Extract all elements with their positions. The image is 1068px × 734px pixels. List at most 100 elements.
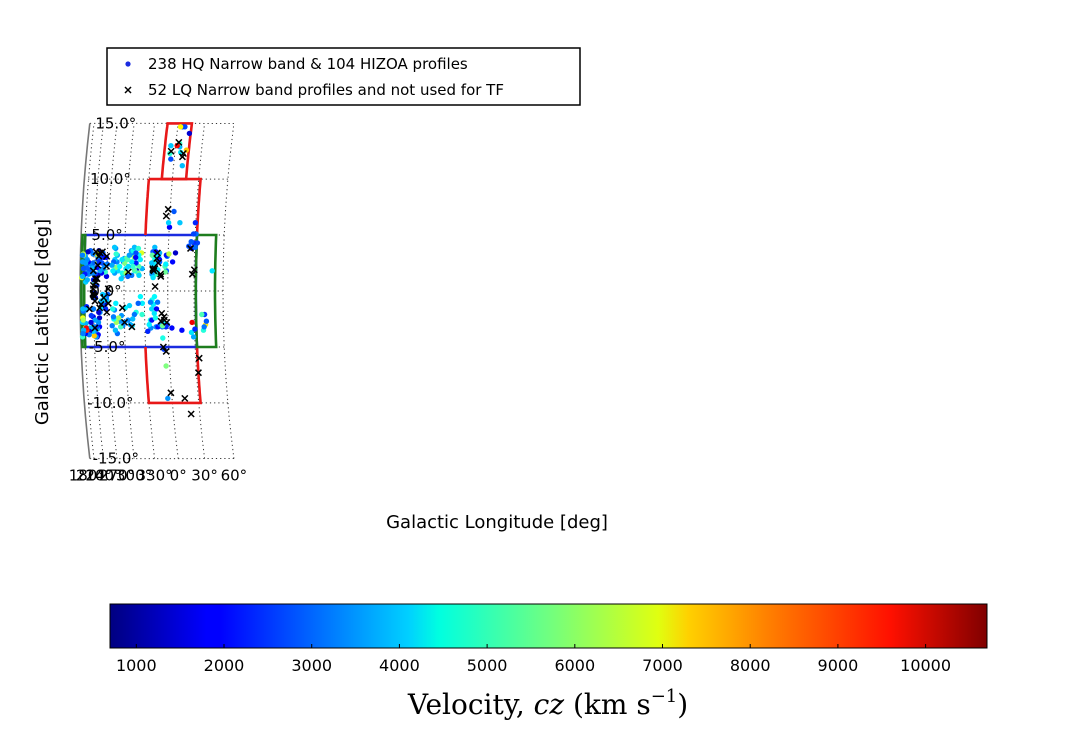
hq-point <box>167 225 172 230</box>
legend-entry-lq: 52 LQ Narrow band profiles and not used … <box>148 81 504 99</box>
y-axis-label: Galactic Latitude [deg] <box>32 219 53 425</box>
hq-point <box>149 306 154 311</box>
hq-point <box>169 325 174 330</box>
hq-point <box>130 264 135 269</box>
hq-point <box>80 274 85 279</box>
lq-cross <box>182 395 188 401</box>
colorbar-tick-label: 2000 <box>204 656 245 675</box>
lq-cross <box>163 213 169 219</box>
hq-point <box>130 316 135 321</box>
hq-point <box>187 131 192 136</box>
hq-point <box>180 163 185 168</box>
colorbar-label: Velocity, cz (km s−1) <box>407 686 688 721</box>
colorbar-tick-label: 10000 <box>900 656 951 675</box>
colorbar-tick-label: 6000 <box>554 656 595 675</box>
legend-dot-marker <box>125 61 130 66</box>
hq-point <box>204 319 209 324</box>
colorbar-tick-label: 7000 <box>642 656 683 675</box>
legend-entry-hq: 238 HQ Narrow band & 104 HIZOA profiles <box>148 55 468 73</box>
colorbar-label-var: cz <box>534 688 565 721</box>
hq-point <box>80 306 85 311</box>
hq-point <box>136 273 141 278</box>
hq-point <box>110 268 115 273</box>
hq-point <box>110 323 115 328</box>
colorbar-tick-label: 4000 <box>379 656 420 675</box>
hq-point <box>170 259 175 264</box>
hq-point <box>150 275 155 280</box>
hq-point <box>139 312 144 317</box>
colorbar-gradient <box>110 604 987 648</box>
colorbar-tick-label: 8000 <box>730 656 771 675</box>
hq-point <box>136 246 141 251</box>
hq-point <box>171 209 176 214</box>
hq-point <box>148 300 153 305</box>
legend: 238 HQ Narrow band & 104 HIZOA profiles … <box>107 48 580 105</box>
hq-point <box>85 277 90 282</box>
hq-point <box>81 317 86 322</box>
hq-point <box>191 231 196 236</box>
hq-point <box>80 259 85 264</box>
meridian-line <box>144 123 154 458</box>
hq-point <box>192 326 197 331</box>
hq-point <box>88 320 93 325</box>
hq-point <box>166 220 171 225</box>
hq-point <box>112 245 117 250</box>
y-tick-label: 5.0° <box>91 226 122 244</box>
hq-point <box>179 328 184 333</box>
y-tick-label: 10.0° <box>90 170 131 188</box>
hq-point <box>133 255 138 260</box>
colorbar-tick-label: 5000 <box>467 656 508 675</box>
x-tick-label: 60° <box>221 467 248 485</box>
hq-point <box>153 315 158 320</box>
hq-point <box>138 294 143 299</box>
hq-point <box>113 301 118 306</box>
colorbar-label-close: ) <box>677 688 688 721</box>
x-tick-label: 30° <box>191 467 218 485</box>
colorbar-label-exp: −1 <box>651 686 678 707</box>
colorbar-tick-label: 3000 <box>291 656 332 675</box>
hq-point <box>114 251 119 256</box>
hq-point <box>199 312 204 317</box>
hq-point <box>168 156 173 161</box>
hq-point <box>117 264 122 269</box>
hq-point <box>202 324 207 329</box>
hq-point <box>152 294 157 299</box>
hq-point <box>126 264 131 269</box>
lq-cross <box>152 284 158 290</box>
hq-point <box>113 328 118 333</box>
hq-point <box>155 300 160 305</box>
axis-ticks: 60°30°0°330°300°270°240°210°180°15.0°10.… <box>69 114 247 484</box>
x-tick-label: 180° <box>69 467 105 485</box>
y-tick-label: -15.0° <box>93 450 139 468</box>
hq-point <box>80 331 85 336</box>
hq-point <box>193 220 198 225</box>
y-tick-label: -5.0° <box>89 338 126 356</box>
hq-point <box>80 253 85 258</box>
hq-point <box>89 313 94 318</box>
hq-point <box>109 263 114 268</box>
hq-point <box>136 301 141 306</box>
hq-point <box>178 124 183 129</box>
meridian-line <box>223 124 234 459</box>
x-axis-label: Galactic Longitude [deg] <box>386 512 608 533</box>
hq-point <box>160 335 165 340</box>
hq-point <box>152 311 157 316</box>
hq-point <box>119 257 124 262</box>
hq-point <box>173 250 178 255</box>
hq-point <box>119 276 124 281</box>
hq-point <box>165 396 170 401</box>
colorbar-label-unit: (km s <box>564 688 651 721</box>
lq-cross <box>188 411 194 417</box>
hq-point <box>177 220 182 225</box>
y-tick-label: 15.0° <box>95 114 136 132</box>
hq-point <box>145 329 150 334</box>
hq-point <box>111 314 116 319</box>
hq-point <box>147 322 152 327</box>
hq-point <box>168 143 173 148</box>
hq-point <box>127 253 132 258</box>
hq-point <box>166 251 171 256</box>
hq-point <box>163 261 168 266</box>
